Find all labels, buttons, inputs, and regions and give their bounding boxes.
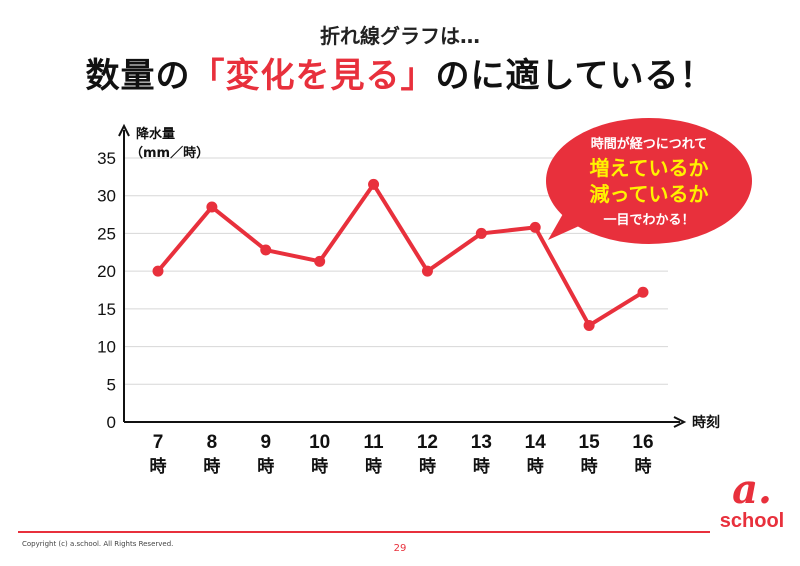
x-tick-suffix-label: 時 [581, 456, 598, 477]
x-tick-suffix-label: 時 [365, 456, 382, 477]
callout-line-3: 減っているか [590, 182, 709, 206]
y-tick-label: 5 [107, 375, 116, 394]
x-tick-label: 15 [579, 432, 601, 453]
y-tick-label: 25 [97, 224, 116, 243]
logo-word: school [719, 510, 785, 532]
x-tick-label: 9 [260, 432, 271, 453]
headline-before: 数量の [85, 56, 191, 96]
callout-line-1: 時間が経つにつれて [591, 136, 708, 152]
x-tick-suffix-label: 時 [473, 456, 490, 477]
y-axis-label: 降水量 [136, 126, 175, 142]
data-point [314, 255, 326, 267]
headline-after: のに適している！ [435, 56, 715, 96]
x-tick-suffix-label: 時 [203, 456, 220, 477]
x-tick-label: 8 [207, 432, 218, 453]
y-tick-label: 15 [97, 300, 116, 319]
x-tick-suffix-label: 時 [311, 456, 328, 477]
school-logo: a. school [716, 466, 788, 533]
x-tick-label: 12 [417, 432, 438, 453]
x-tick-label: 13 [471, 432, 492, 453]
x-tick-suffix-label: 時 [635, 456, 652, 477]
footer-divider [18, 531, 710, 533]
x-tick-label: 7 [153, 432, 164, 453]
slide-subtitle: 折れ線グラフは… [320, 24, 480, 48]
x-tick-suffix-label: 時 [419, 456, 436, 477]
x-tick-label: 14 [525, 432, 547, 453]
y-tick-label: 20 [97, 262, 116, 281]
y-tick-label: 0 [107, 413, 116, 432]
slide-headline: 数量の「変化を見る」のに適している！ [0, 48, 800, 97]
data-point [152, 265, 164, 277]
callout-line-4: 一目でわかる！ [603, 213, 694, 228]
data-point [206, 201, 218, 213]
y-tick-label: 30 [97, 187, 116, 206]
x-axis-arrow-icon [673, 416, 687, 428]
y-tick-label: 35 [97, 149, 116, 168]
series-line [156, 182, 645, 328]
callout-shape [546, 118, 752, 244]
y-axis-arrow-icon [118, 123, 130, 137]
data-point [475, 227, 487, 239]
data-point [583, 319, 595, 331]
callout-tail [548, 205, 588, 240]
data-point [260, 244, 272, 256]
x-tick-label: 10 [309, 432, 330, 453]
y-tick-label: 10 [97, 338, 116, 357]
page-number: 29 [393, 543, 407, 554]
copyright-text: Copyright (c) a.school. All Rights Reser… [22, 540, 174, 548]
data-point [368, 178, 380, 190]
data-point [421, 265, 433, 277]
headline-accent: 「変化を見る」 [190, 56, 436, 96]
y-axis-unit-label: （mm／時） [130, 145, 209, 161]
x-tick-label: 11 [364, 432, 385, 453]
x-tick-suffix-label: 時 [150, 456, 167, 477]
x-tick-suffix-label: 時 [257, 456, 274, 477]
data-point [637, 286, 649, 298]
x-axis-label: 時刻 [692, 414, 720, 431]
x-tick-label: 16 [632, 432, 653, 453]
callout-line-2: 増えているか [590, 156, 709, 180]
data-point [529, 221, 541, 233]
x-tick-suffix-label: 時 [527, 456, 544, 477]
logo-mark: a. [732, 466, 772, 513]
